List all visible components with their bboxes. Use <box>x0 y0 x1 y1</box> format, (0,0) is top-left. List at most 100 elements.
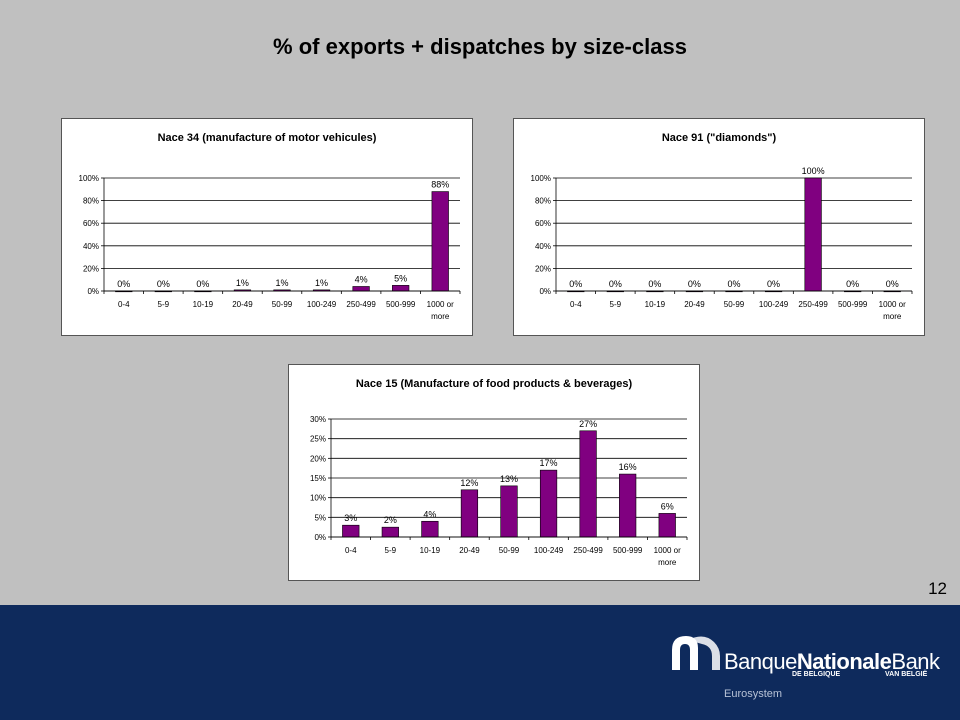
bar <box>658 513 676 538</box>
x-tick-label: 0-4 <box>570 300 582 309</box>
x-tick-label-line: 1000 or <box>879 300 906 309</box>
bar <box>431 191 449 292</box>
y-tick-label: 5% <box>314 513 326 522</box>
chart-nace-91: Nace 91 ("diamonds") 0% 20% 40% 60% 80% 100% 0%… <box>513 118 925 336</box>
chart-svg: Nace 91 ("diamonds") 0% 20% 40% 60% 80% 100% 0%… <box>531 132 913 321</box>
x-tick-label: 100-249 <box>534 546 564 555</box>
bar <box>579 430 597 538</box>
data-label: 1% <box>236 278 249 288</box>
bar <box>539 469 558 538</box>
bank-logo-text: BanqueNationaleBank <box>724 649 940 675</box>
bar <box>421 520 439 538</box>
bar <box>342 524 360 538</box>
x-tick-label: 10-19 <box>645 300 666 309</box>
data-label: 6% <box>661 501 674 511</box>
x-tick-label: 20-49 <box>459 546 480 555</box>
chart-svg: Nace 15 (Manufacture of food products & … <box>310 378 688 567</box>
y-tick-label: 60% <box>83 219 99 228</box>
data-label: 2% <box>384 515 397 525</box>
y-tick-label: 30% <box>310 415 326 424</box>
data-label: 3% <box>344 513 357 523</box>
data-label: 27% <box>579 419 597 429</box>
y-tick-label: 80% <box>535 197 551 206</box>
bar <box>619 473 637 538</box>
x-tick-label: 20-49 <box>232 300 253 309</box>
x-tick-label: 100-249 <box>307 300 337 309</box>
chart-svg: Nace 34 (manufacture of motor vehicules)… <box>79 132 461 321</box>
x-tick-label: 0-4 <box>345 546 357 555</box>
x-tick-label-line: 1000 or <box>654 546 681 555</box>
chart-nace-34: Nace 34 (manufacture of motor vehicules)… <box>61 118 473 336</box>
bar <box>352 286 370 292</box>
data-label: 0% <box>196 279 209 289</box>
x-tick-label: 1000 or more <box>427 300 454 321</box>
logo-text-bold: Nationale <box>796 649 892 674</box>
eurosystem-label: Eurosystem <box>724 688 783 700</box>
x-tick-label: 250-499 <box>798 300 828 309</box>
x-tick-label: 250-499 <box>573 546 603 555</box>
data-label: 0% <box>569 279 582 289</box>
x-tick-label: 50-99 <box>272 300 293 309</box>
y-tick-label: 20% <box>310 454 326 463</box>
x-tick-label: 10-19 <box>420 546 441 555</box>
x-tick-label: 100-249 <box>759 300 789 309</box>
y-tick-label: 40% <box>535 242 551 251</box>
x-tick-label: 1000 or more <box>879 300 906 321</box>
y-tick-label: 0% <box>314 533 326 542</box>
x-tick-label: 500-999 <box>613 546 643 555</box>
x-tick-label-line: 1000 or <box>427 300 454 309</box>
y-tick-label: 100% <box>531 174 551 183</box>
x-tick-label-line: more <box>431 312 450 321</box>
data-label: 0% <box>609 279 622 289</box>
footer-band <box>0 605 960 720</box>
bank-logo-icon <box>672 636 720 670</box>
chart-nace-15: Nace 15 (Manufacture of food products & … <box>288 364 700 581</box>
data-label: 0% <box>886 279 899 289</box>
data-label: 0% <box>846 279 859 289</box>
data-label: 0% <box>688 279 701 289</box>
data-label: 13% <box>500 474 518 484</box>
chart-title: Nace 34 (manufacture of motor vehicules) <box>158 132 377 144</box>
data-label: 17% <box>540 458 558 468</box>
y-tick-label: 20% <box>535 264 551 273</box>
x-tick-label: 50-99 <box>724 300 745 309</box>
x-tick-label: 0-4 <box>118 300 130 309</box>
data-label: 88% <box>431 180 449 190</box>
bar <box>392 285 410 292</box>
data-label: 4% <box>423 509 436 519</box>
data-label: 0% <box>648 279 661 289</box>
data-label: 0% <box>727 279 740 289</box>
y-tick-label: 100% <box>79 174 99 183</box>
x-tick-label: 20-49 <box>684 300 705 309</box>
y-tick-label: 10% <box>310 494 326 503</box>
logo-text-regular: Banque <box>724 649 797 674</box>
y-tick-label: 15% <box>310 474 326 483</box>
chart-title: Nace 91 ("diamonds") <box>662 132 777 144</box>
x-tick-label: 500-999 <box>386 300 416 309</box>
logo-subtitle-fr: DE BELGIQUE <box>792 671 841 678</box>
bar <box>460 489 479 538</box>
data-label: 0% <box>117 279 130 289</box>
x-tick-label-line: more <box>883 312 902 321</box>
bar <box>804 177 822 292</box>
y-tick-label: 0% <box>87 287 99 296</box>
data-label: 100% <box>802 166 825 176</box>
y-tick-label: 0% <box>539 287 551 296</box>
data-label: 0% <box>767 279 780 289</box>
x-tick-label: 5-9 <box>385 546 397 555</box>
x-tick-label: 250-499 <box>346 300 376 309</box>
data-label: 16% <box>619 462 637 472</box>
data-label: 1% <box>275 278 288 288</box>
x-tick-label-line: more <box>658 558 677 567</box>
chart-title: Nace 15 (Manufacture of food products & … <box>356 378 633 390</box>
y-tick-label: 40% <box>83 242 99 251</box>
bar <box>381 526 399 538</box>
y-tick-label: 20% <box>83 264 99 273</box>
data-label: 4% <box>355 274 368 284</box>
x-tick-label: 5-9 <box>610 300 622 309</box>
data-label: 0% <box>157 279 170 289</box>
x-tick-label: 500-999 <box>838 300 868 309</box>
bar <box>500 485 518 538</box>
slide-title: % of exports + dispatches by size-class <box>273 34 687 59</box>
x-tick-label: 10-19 <box>193 300 214 309</box>
